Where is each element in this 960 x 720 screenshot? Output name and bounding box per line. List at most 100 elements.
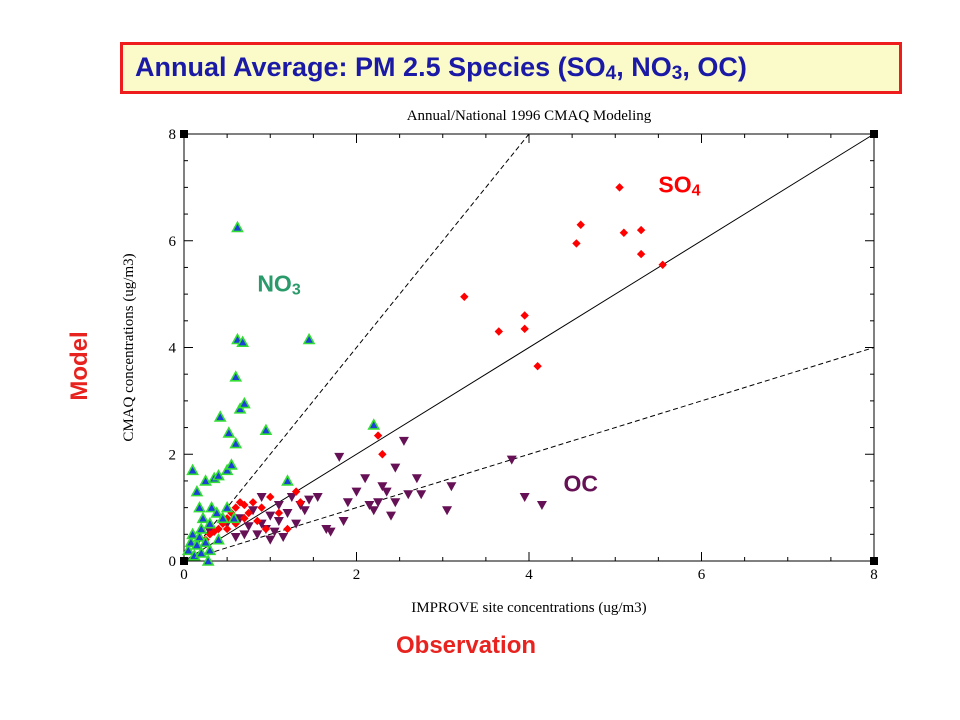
so4-point xyxy=(214,524,223,534)
oc-point xyxy=(386,511,396,521)
x-tick-label: 2 xyxy=(353,567,361,583)
oc-point xyxy=(360,474,371,484)
y-tick-label: 8 xyxy=(169,127,177,143)
so4-point xyxy=(244,508,253,518)
oc-point xyxy=(325,527,336,537)
no3-point xyxy=(216,511,230,524)
no3-point xyxy=(231,220,244,233)
banner-sub-no3: 3 xyxy=(671,62,683,84)
no3-point xyxy=(184,535,198,548)
no3-point xyxy=(201,554,215,566)
so4-point xyxy=(231,519,240,528)
no3-point xyxy=(203,543,217,556)
oc-point xyxy=(390,463,401,473)
x-axis-title: IMPROVE site concentrations (ug/m3) xyxy=(411,600,646,616)
title-banner: Annual Average: PM 2.5 Species (SO4, NO3… xyxy=(120,42,902,94)
no3-point xyxy=(194,522,208,534)
so4-point xyxy=(619,228,629,237)
so4-point xyxy=(240,500,249,510)
oc-point xyxy=(334,452,345,462)
no3-point xyxy=(212,468,225,481)
annotation-no3: NO3 xyxy=(257,270,301,298)
so4-point xyxy=(636,249,646,259)
no3-point xyxy=(367,418,381,430)
so4-point xyxy=(378,450,387,459)
banner-text-mid: , NO xyxy=(616,51,672,82)
so4-point xyxy=(460,292,469,301)
oc-point xyxy=(398,436,409,446)
so4-point xyxy=(227,508,236,518)
no3-point xyxy=(220,500,234,513)
oc-point xyxy=(368,506,379,516)
no3-point xyxy=(210,506,224,518)
no3-point xyxy=(222,426,236,438)
oc-point xyxy=(252,530,263,540)
x-tick-label: 4 xyxy=(525,567,533,583)
oc-point xyxy=(351,487,362,497)
so4-point xyxy=(520,324,529,334)
oc-point xyxy=(338,516,349,526)
oc-point xyxy=(273,500,284,510)
no3-point xyxy=(186,527,199,540)
no3-point xyxy=(229,370,243,382)
so4-point xyxy=(240,514,249,523)
oc-point xyxy=(312,492,323,502)
so4-point xyxy=(533,361,542,371)
oc-point xyxy=(442,506,453,516)
no3-point xyxy=(199,474,212,486)
y-axis-title: CMAQ concentrations (ug/m3) xyxy=(121,253,137,441)
no3-point xyxy=(181,543,195,556)
banner-text-end: , OC) xyxy=(682,51,747,82)
no3-point xyxy=(227,511,241,524)
oc-point xyxy=(248,506,258,516)
so4-point xyxy=(248,498,258,507)
no3-point xyxy=(190,484,204,497)
x-tick-label: 8 xyxy=(870,567,878,583)
annotation-oc: OC xyxy=(564,471,599,497)
no3-point xyxy=(233,402,247,414)
so4-point xyxy=(373,431,383,440)
so4-point xyxy=(222,524,232,534)
oc-point xyxy=(256,492,267,502)
so4-point xyxy=(253,516,262,526)
no3-point xyxy=(281,474,294,486)
oc-point xyxy=(411,474,422,484)
reference-line-2-to-1 xyxy=(183,133,530,562)
banner-text-main: Annual Average: PM 2.5 Species (SO xyxy=(135,51,606,82)
so4-point xyxy=(222,514,232,523)
x-tick-label: 0 xyxy=(180,567,188,583)
oc-point xyxy=(243,522,254,532)
no3-point xyxy=(213,410,227,422)
oc-point xyxy=(506,455,517,465)
no3-point xyxy=(238,396,251,409)
oc-point xyxy=(278,532,289,542)
oc-point xyxy=(342,498,353,508)
oc-point xyxy=(273,516,284,526)
oc-point xyxy=(265,535,276,545)
oc-point xyxy=(446,482,457,492)
oc-point xyxy=(239,530,250,540)
oc-point xyxy=(286,492,297,502)
y-tick-label: 4 xyxy=(169,341,177,357)
no3-point xyxy=(193,530,206,542)
so4-point xyxy=(494,327,504,336)
reference-line-1-to-2 xyxy=(183,347,875,562)
so4-point xyxy=(572,239,581,248)
oc-point xyxy=(269,527,280,537)
chart-title: Annual/National 1996 CMAQ Modeling xyxy=(407,108,652,124)
reference-line-1-to-1 xyxy=(183,133,875,562)
so4-point xyxy=(576,220,585,229)
no3-point xyxy=(236,335,250,347)
oc-point xyxy=(381,487,392,497)
oc-point xyxy=(291,519,302,529)
no3-point xyxy=(199,535,212,548)
no3-point xyxy=(212,533,225,545)
oc-point xyxy=(304,495,315,505)
no3-point xyxy=(229,436,243,449)
so4-point xyxy=(257,503,266,512)
oc-point xyxy=(364,500,375,510)
oc-point xyxy=(282,508,293,518)
oc-point xyxy=(390,498,401,508)
oc-point xyxy=(230,532,241,542)
